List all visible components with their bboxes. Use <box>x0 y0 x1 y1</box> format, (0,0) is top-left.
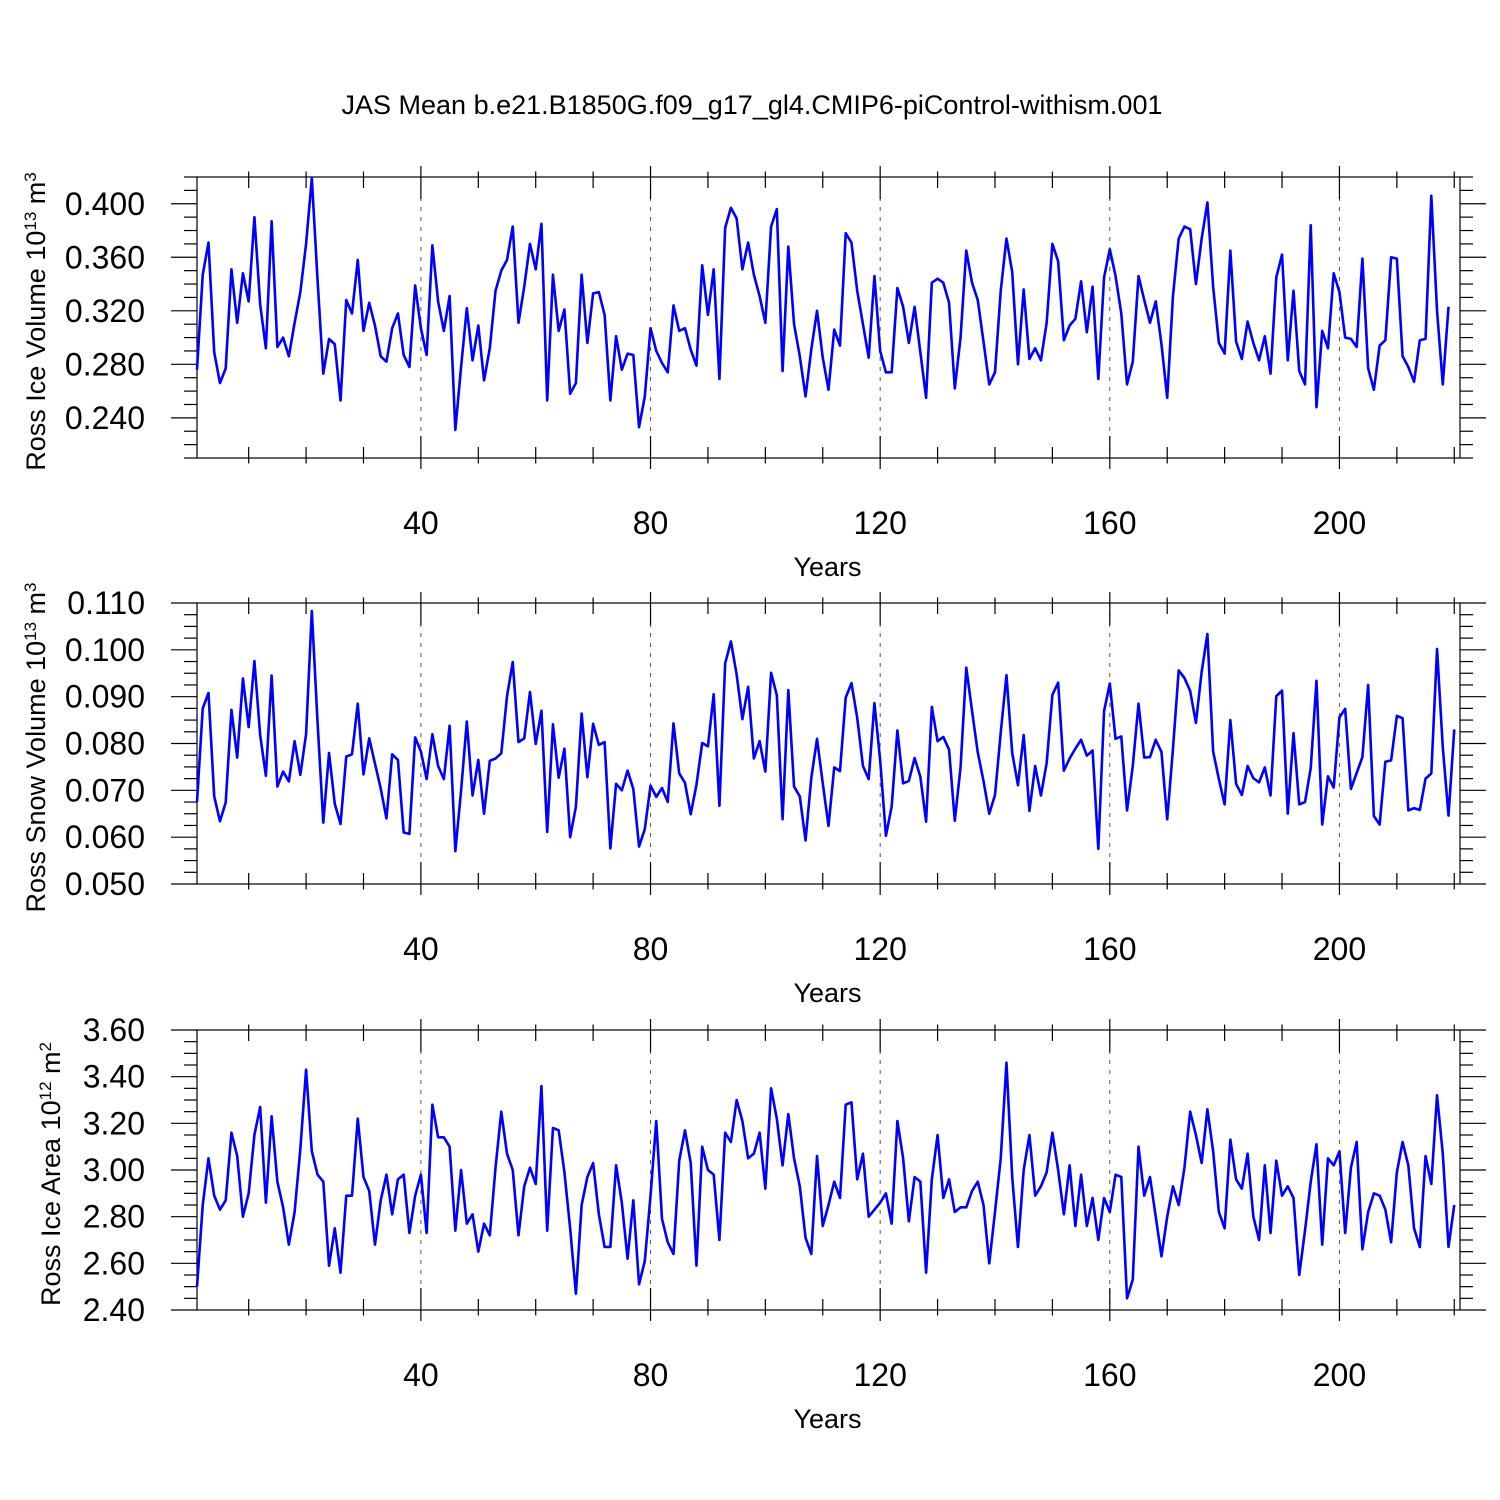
x-tick-label: 160 <box>1083 505 1136 541</box>
y-axis-title: Ross Ice Area 1012 m2 <box>36 1042 66 1306</box>
x-tick-label: 40 <box>403 931 439 967</box>
y-tick-label: 2.80 <box>83 1199 145 1235</box>
x-tick-label: 120 <box>853 1357 906 1393</box>
y-axis-title-superscript: 2 <box>36 1042 55 1051</box>
x-tick-label: 200 <box>1313 1357 1366 1393</box>
y-axis-title-superscript: 12 <box>36 1081 55 1100</box>
panel-1: 40 80 120 160 200 0.240 0.280 0.320 0.360 0.400 Ye… <box>21 166 1486 582</box>
y-tick-label: 2.40 <box>83 1292 145 1328</box>
x-tick-label: 200 <box>1313 931 1366 967</box>
y-tick-label: 0.320 <box>65 293 145 329</box>
figure-title: JAS Mean b.e21.B1850G.f09_g17_gl4.CMIP6-… <box>342 90 1163 120</box>
x-axis-title: Years <box>793 552 861 582</box>
y-axis-title-part: Ross Snow Volume 10 <box>21 641 51 913</box>
y-axis-title: Ross Snow Volume 1013 m3 <box>21 582 51 912</box>
x-tick-label: 40 <box>403 505 439 541</box>
y-tick-label: 0.280 <box>65 346 145 382</box>
y-axis-title-part: Ross Ice Area 10 <box>36 1100 66 1306</box>
x-tick-label: 80 <box>633 1357 669 1393</box>
y-axis-title: Ross Ice Volume 1013 m3 <box>21 172 51 471</box>
y-tick-label: 0.080 <box>65 726 145 762</box>
x-tick-label: 120 <box>853 931 906 967</box>
x-tick-label: 160 <box>1083 931 1136 967</box>
panel-3: 40 80 120 160 200 2.40 2.60 2.80 3.00 3.20 3.40 3.6… <box>36 1012 1486 1434</box>
y-tick-label: 0.060 <box>65 819 145 855</box>
x-tick-label: 40 <box>403 1357 439 1393</box>
x-tick-label: 120 <box>853 505 906 541</box>
x-axis-title: Years <box>793 978 861 1008</box>
y-axis-title-part: m <box>21 182 51 212</box>
x-axis-title: Years <box>793 1404 861 1434</box>
y-tick-label: 3.00 <box>83 1152 145 1188</box>
series-line-1 <box>195 177 1450 432</box>
y-tick-label: 0.070 <box>65 772 145 808</box>
y-tick-label: 0.110 <box>67 585 145 621</box>
y-axis-title-part: m <box>21 592 51 622</box>
y-tick-label: 3.20 <box>83 1105 145 1141</box>
x-tick-label: 80 <box>633 505 669 541</box>
x-tick-label: 200 <box>1313 505 1366 541</box>
y-tick-label: 0.400 <box>65 186 145 222</box>
y-tick-label: 3.60 <box>83 1012 145 1048</box>
y-axis-title-superscript: 13 <box>21 622 40 641</box>
plot-frame <box>196 176 1461 459</box>
panels: 40 80 120 160 200 0.240 0.280 0.320 0.360 0.400 Ye… <box>21 166 1486 1434</box>
plot-frame <box>196 602 1461 885</box>
y-tick-label: 0.050 <box>65 866 145 902</box>
y-axis-title-superscript: 3 <box>21 172 40 181</box>
y-axis-title-superscript: 3 <box>21 582 40 591</box>
y-tick-label: 2.60 <box>83 1245 145 1281</box>
y-axis-title-superscript: 13 <box>21 212 40 231</box>
y-axis-title-part: m <box>36 1051 66 1081</box>
y-tick-label: 0.100 <box>65 632 145 668</box>
series-line-1 <box>195 1061 1456 1300</box>
plot-frame <box>196 1029 1461 1311</box>
x-tick-label: 160 <box>1083 1357 1136 1393</box>
y-tick-label: 0.090 <box>65 679 145 715</box>
y-tick-label: 0.240 <box>65 400 145 436</box>
y-tick-label: 0.360 <box>65 239 145 275</box>
x-tick-label: 80 <box>633 931 669 967</box>
y-tick-label: 3.40 <box>83 1059 145 1095</box>
panel-2: 40 80 120 160 200 0.050 0.060 0.070 0.080 0.090 0.… <box>21 582 1486 1008</box>
y-axis-title-part: Ross Ice Volume 10 <box>21 231 51 471</box>
series-line-1 <box>195 609 1456 853</box>
